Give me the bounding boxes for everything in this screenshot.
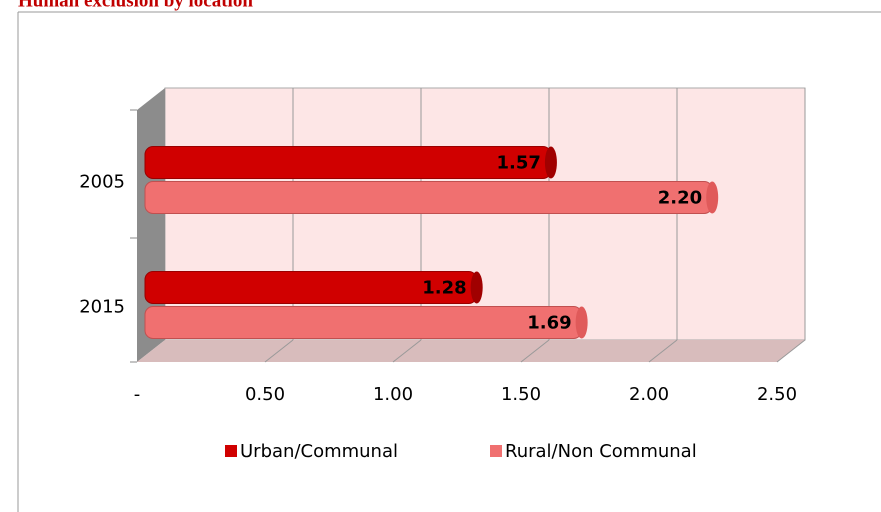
x-tick-label: 2.00 bbox=[629, 384, 669, 405]
value-label: 1.57 bbox=[496, 153, 540, 174]
x-tick-label: 1.00 bbox=[373, 384, 413, 405]
grid-line bbox=[264, 339, 294, 363]
x-tick-label: 2.50 bbox=[757, 384, 797, 405]
x-tick-label: 1.50 bbox=[501, 384, 541, 405]
y-tick-label: 2005 bbox=[79, 172, 125, 193]
bar bbox=[144, 146, 552, 179]
legend-swatch bbox=[225, 445, 237, 457]
grid-line bbox=[776, 339, 806, 363]
grid-line bbox=[392, 339, 422, 363]
floor bbox=[137, 340, 805, 362]
bar-cap bbox=[575, 306, 588, 339]
bar-cap bbox=[706, 181, 719, 214]
x-tick-label: 0.50 bbox=[245, 384, 285, 405]
value-label: 1.69 bbox=[527, 313, 571, 334]
grid-line bbox=[648, 339, 678, 363]
y-tick-label: 2015 bbox=[79, 297, 125, 318]
chart-title: Human exclusion by location bbox=[18, 0, 253, 11]
bar bbox=[144, 306, 583, 339]
grid-line bbox=[520, 339, 550, 363]
bar-cap bbox=[470, 271, 483, 304]
value-label: 2.20 bbox=[658, 188, 702, 209]
bar bbox=[144, 181, 713, 214]
value-label: 1.28 bbox=[422, 278, 466, 299]
legend-label: Urban/Communal bbox=[240, 441, 398, 462]
legend-label: Rural/Non Communal bbox=[505, 441, 697, 462]
bar-cap bbox=[544, 146, 557, 179]
legend-swatch bbox=[490, 445, 502, 457]
x-tick-label: - bbox=[134, 384, 141, 405]
